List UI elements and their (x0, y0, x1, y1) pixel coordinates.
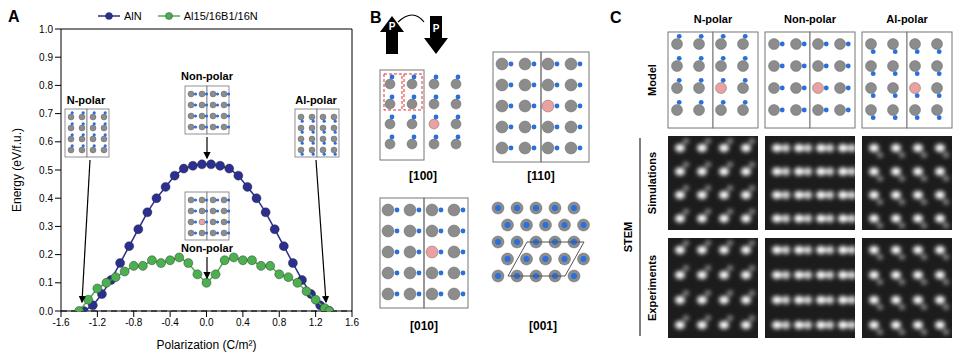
svg-text:0.0: 0.0 (200, 317, 214, 328)
svg-text:-0.8: -0.8 (125, 317, 143, 328)
svg-text:0.7: 0.7 (39, 108, 53, 119)
svg-text:0.8: 0.8 (39, 80, 53, 91)
html-text:AlN: AlN (124, 10, 142, 22)
svg-text:0.4: 0.4 (236, 317, 250, 328)
html-text:A: A (8, 8, 20, 25)
svg-text:0.4: 0.4 (39, 193, 53, 204)
svg-text:-1.6: -1.6 (52, 317, 70, 328)
svg-text:Energy (eV/f.u.): Energy (eV/f.u.) (10, 128, 24, 212)
svg-text:Experiments: Experiments (646, 255, 658, 321)
svg-text:[001]: [001] (529, 319, 557, 333)
svg-text:Model: Model (646, 64, 658, 96)
svg-text:1.2: 1.2 (309, 317, 323, 328)
svg-text:N-polar: N-polar (694, 13, 733, 25)
svg-text:0.9: 0.9 (39, 52, 53, 63)
svg-text:STEM: STEM (622, 222, 634, 253)
svg-text:B: B (370, 9, 382, 26)
html-text:Non-polar: Non-polar (181, 70, 233, 82)
svg-text:0.6: 0.6 (39, 136, 53, 147)
html-text:Al15/16B1/16N: Al15/16B1/16N (183, 10, 258, 22)
svg-text:0.8: 0.8 (272, 317, 286, 328)
svg-text:[110]: [110] (527, 169, 554, 183)
svg-text:Non-polar: Non-polar (784, 13, 837, 25)
svg-text:0.3: 0.3 (39, 221, 53, 232)
html-text:Al-polar: Al-polar (295, 94, 337, 106)
svg-text:0.1: 0.1 (39, 277, 53, 288)
svg-text:0.5: 0.5 (39, 165, 53, 176)
svg-text:1.0: 1.0 (39, 24, 53, 35)
svg-text:[100]: [100] (409, 169, 437, 183)
svg-text:C: C (610, 9, 622, 26)
html-text:N-polar: N-polar (66, 94, 106, 106)
svg-text:P: P (433, 23, 440, 34)
svg-text:0.0: 0.0 (39, 306, 53, 317)
svg-text:-1.2: -1.2 (89, 317, 107, 328)
svg-text:Polarization (C/m²): Polarization (C/m²) (156, 338, 256, 352)
svg-text:P: P (389, 21, 396, 32)
svg-text:Al-polar: Al-polar (886, 13, 928, 25)
svg-text:1.6: 1.6 (345, 317, 359, 328)
html-text:Non-polar: Non-polar (181, 242, 233, 254)
svg-text:Simulations: Simulations (646, 152, 658, 214)
svg-text:-0.4: -0.4 (162, 317, 180, 328)
svg-text:[010]: [010] (410, 319, 438, 333)
svg-text:0.2: 0.2 (39, 249, 53, 260)
